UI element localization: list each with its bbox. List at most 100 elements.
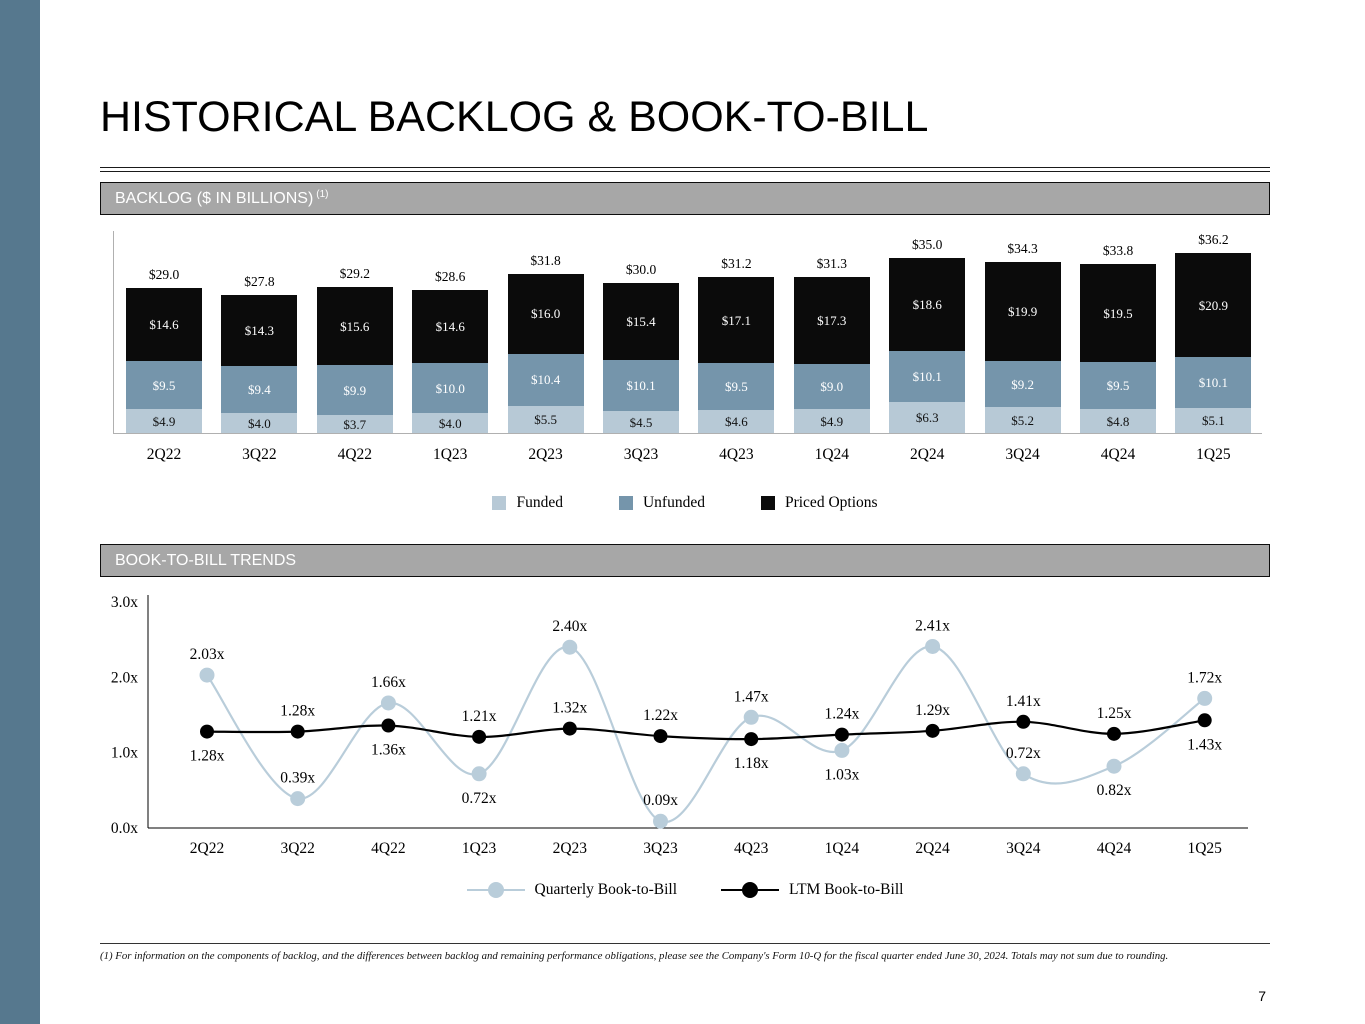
segment-priced-options-4q24: $19.5 (1080, 264, 1156, 362)
legend-label-quarterly-book-to-bill: Quarterly Book-to-Bill (534, 881, 678, 899)
segment-unfunded-1q25: $10.1 (1175, 357, 1252, 408)
marker-ltm-book-to-bill-2q23 (562, 721, 577, 736)
legend-item-quarterly-book-to-bill: Quarterly Book-to-Bill (466, 881, 678, 899)
x-tick-label-1q23: 1Q23 (462, 840, 497, 857)
segment-unfunded-1q23: $10.0 (412, 363, 489, 414)
backlog-bar-3q24: $5.2 $9.2 $19.9 $34.3 (984, 241, 1061, 434)
point-label-ltm-book-to-bill-3q23: 1.22x (643, 707, 678, 724)
legend-item-unfunded: Unfunded (618, 494, 705, 512)
segment-priced-options-2q24: $18.6 (889, 258, 966, 352)
marker-ltm-book-to-bill-4q22 (381, 718, 396, 733)
segment-unfunded-4q22: $9.9 (316, 365, 393, 415)
legend-marker-ltm-book-to-bill-icon (721, 882, 780, 899)
legend-swatch-unfunded-icon (618, 496, 633, 511)
point-label-quarterly-book-to-bill-3q24: 0.72x (1006, 745, 1041, 762)
total-label-3q22: $27.8 (244, 273, 275, 289)
marker-ltm-book-to-bill-4q23 (744, 732, 759, 747)
series-line-quarterly-book-to-bill (206, 645, 1206, 824)
backlog-bar-2q24: $6.3 $10.1 $18.6 $35.0 (889, 237, 966, 434)
legend-swatch-funded-icon (492, 496, 507, 511)
legend-item-priced-options: Priced Options (760, 494, 878, 512)
book-to-bill-line-chart: 0.0x 1.0x 2.0x 3.0x 2Q22 3Q22 4Q22 1Q23 2Q23 3Q23… (111, 594, 1248, 857)
marker-quarterly-book-to-bill-2q24 (925, 639, 941, 655)
total-label-1q24: $31.3 (816, 256, 847, 272)
marker-quarterly-book-to-bill-2q22 (199, 667, 215, 683)
segment-priced-options-2q23: $16.0 (507, 273, 584, 354)
segment-funded-4q23: $4.6 (698, 410, 775, 434)
legend-label-unfunded: Unfunded (642, 494, 705, 512)
bar-axis-label-4q23: 4Q23 (719, 446, 754, 464)
segment-unfunded-2q24: $10.1 (889, 351, 966, 402)
segment-unfunded-1q24: $9.0 (793, 363, 870, 409)
segment-priced-options-4q23: $17.1 (698, 277, 775, 363)
bar-chart-y-axis (113, 231, 114, 435)
backlog-bar-chart: $4.9 $9.5 $14.6 $29.0 $4.0 $9.4 $14.3 $27.8 $3.7… (100, 227, 1270, 435)
total-label-4q24: $33.8 (1102, 243, 1134, 259)
bar-axis-label-1q25: 1Q25 (1196, 446, 1231, 464)
legend-label-priced-options: Priced Options (784, 494, 878, 512)
x-tick-label-2q24: 2Q24 (915, 840, 950, 857)
footer-divider (100, 943, 1270, 945)
backlog-header-label: BACKLOG ($ IN BILLIONS) (115, 189, 314, 207)
segment-unfunded-2q23: $10.4 (507, 353, 584, 406)
point-label-quarterly-book-to-bill-3q22: 0.39x (280, 770, 315, 787)
legend-item-funded: Funded (492, 494, 563, 512)
backlog-bar-1q23: $4.0 $10.0 $14.6 $28.6 (412, 269, 489, 434)
backlog-bar-2q22: $4.9 $9.5 $14.6 $29.0 (126, 267, 202, 434)
y-tick-label-2-0x: 2.0x (111, 670, 138, 687)
segment-unfunded-4q24: $9.5 (1080, 361, 1156, 410)
segment-unfunded-4q23: $9.5 (698, 362, 775, 411)
y-tick-label-3-0x: 3.0x (111, 594, 138, 611)
segment-priced-options-3q24: $19.9 (984, 261, 1061, 362)
segment-unfunded-3q22: $9.4 (221, 366, 298, 414)
bar-axis-label-4q22: 4Q22 (337, 446, 373, 464)
marker-ltm-book-to-bill-2q22 (200, 724, 214, 739)
bar-axis-label-2q23: 2Q23 (528, 446, 563, 464)
segment-funded-4q22: $3.7 (316, 414, 393, 434)
segment-funded-2q23: $5.5 (507, 405, 584, 434)
segment-priced-options-1q25: $20.9 (1175, 252, 1252, 358)
backlog-bar-3q23: $4.5 $10.1 $15.4 $30.0 (603, 262, 679, 434)
x-tick-label-1q25: 1Q25 (1187, 840, 1222, 857)
backlog-bar-3q22: $4.0 $9.4 $14.3 $27.8 (221, 274, 298, 434)
footnote-text: (1) For information on the components of… (100, 950, 1169, 963)
footnote-ref-superscript: (1) (316, 189, 329, 201)
point-label-ltm-book-to-bill-2q24: 1.29x (915, 702, 950, 719)
marker-quarterly-book-to-bill-4q23 (743, 710, 759, 726)
segment-funded-1q24: $4.9 (793, 408, 870, 434)
bar-chart-legend: Funded Unfunded Priced Options (100, 494, 1270, 512)
backlog-bar-2q23: $5.5 $10.4 $16.0 $31.8 (507, 253, 584, 434)
marker-ltm-book-to-bill-1q23 (472, 730, 487, 745)
x-tick-label-3q23: 3Q23 (643, 840, 678, 857)
left-accent-bar (0, 0, 40, 1024)
total-label-2q24: $35.0 (912, 237, 943, 253)
segment-funded-1q23: $4.0 (412, 413, 489, 434)
point-label-quarterly-book-to-bill-4q24: 0.82x (1097, 783, 1132, 800)
segment-funded-1q25: $5.1 (1175, 407, 1252, 434)
point-label-ltm-book-to-bill-2q22: 1.28x (190, 748, 225, 765)
marker-quarterly-book-to-bill-1q24 (834, 743, 850, 759)
marker-ltm-book-to-bill-3q23 (653, 729, 668, 744)
segment-funded-3q23: $4.5 (603, 410, 679, 434)
segment-priced-options-1q23: $14.6 (412, 290, 489, 364)
title-divider (100, 167, 1270, 173)
point-label-quarterly-book-to-bill-2q23: 2.40x (552, 619, 587, 636)
point-label-quarterly-book-to-bill-2q24: 2.41x (915, 618, 950, 635)
segment-unfunded-3q23: $10.1 (603, 360, 679, 411)
bar-axis-label-2q24: 2Q24 (909, 446, 945, 464)
book-to-bill-section-header: BOOK-TO-BILL TRENDS (100, 544, 1270, 578)
segment-priced-options-3q23: $15.4 (603, 283, 679, 361)
total-label-1q25: $36.2 (1198, 231, 1229, 247)
total-label-1q23: $28.6 (435, 269, 466, 285)
slide-content: HISTORICAL BACKLOG & BOOK-TO-BILL BACKLO… (100, 0, 1270, 1024)
point-label-quarterly-book-to-bill-1q23: 0.72x (462, 790, 497, 807)
total-label-3q23: $30.0 (625, 262, 657, 278)
legend-item-ltm-book-to-bill: LTM Book-to-Bill (721, 881, 903, 899)
point-label-ltm-book-to-bill-4q24: 1.25x (1097, 705, 1132, 722)
bar-chart-x-labels: 2Q22 3Q22 4Q22 1Q23 2Q23 3Q23 4Q23 1Q24 2Q24 3Q24… (100, 438, 1270, 468)
x-tick-label-4q24: 4Q24 (1097, 840, 1132, 857)
bar-axis-label-3q22: 3Q22 (242, 446, 277, 464)
marker-ltm-book-to-bill-1q25 (1197, 713, 1212, 728)
x-tick-label-4q23: 4Q23 (734, 840, 769, 857)
point-label-quarterly-book-to-bill-4q22: 1.66x (371, 674, 406, 691)
